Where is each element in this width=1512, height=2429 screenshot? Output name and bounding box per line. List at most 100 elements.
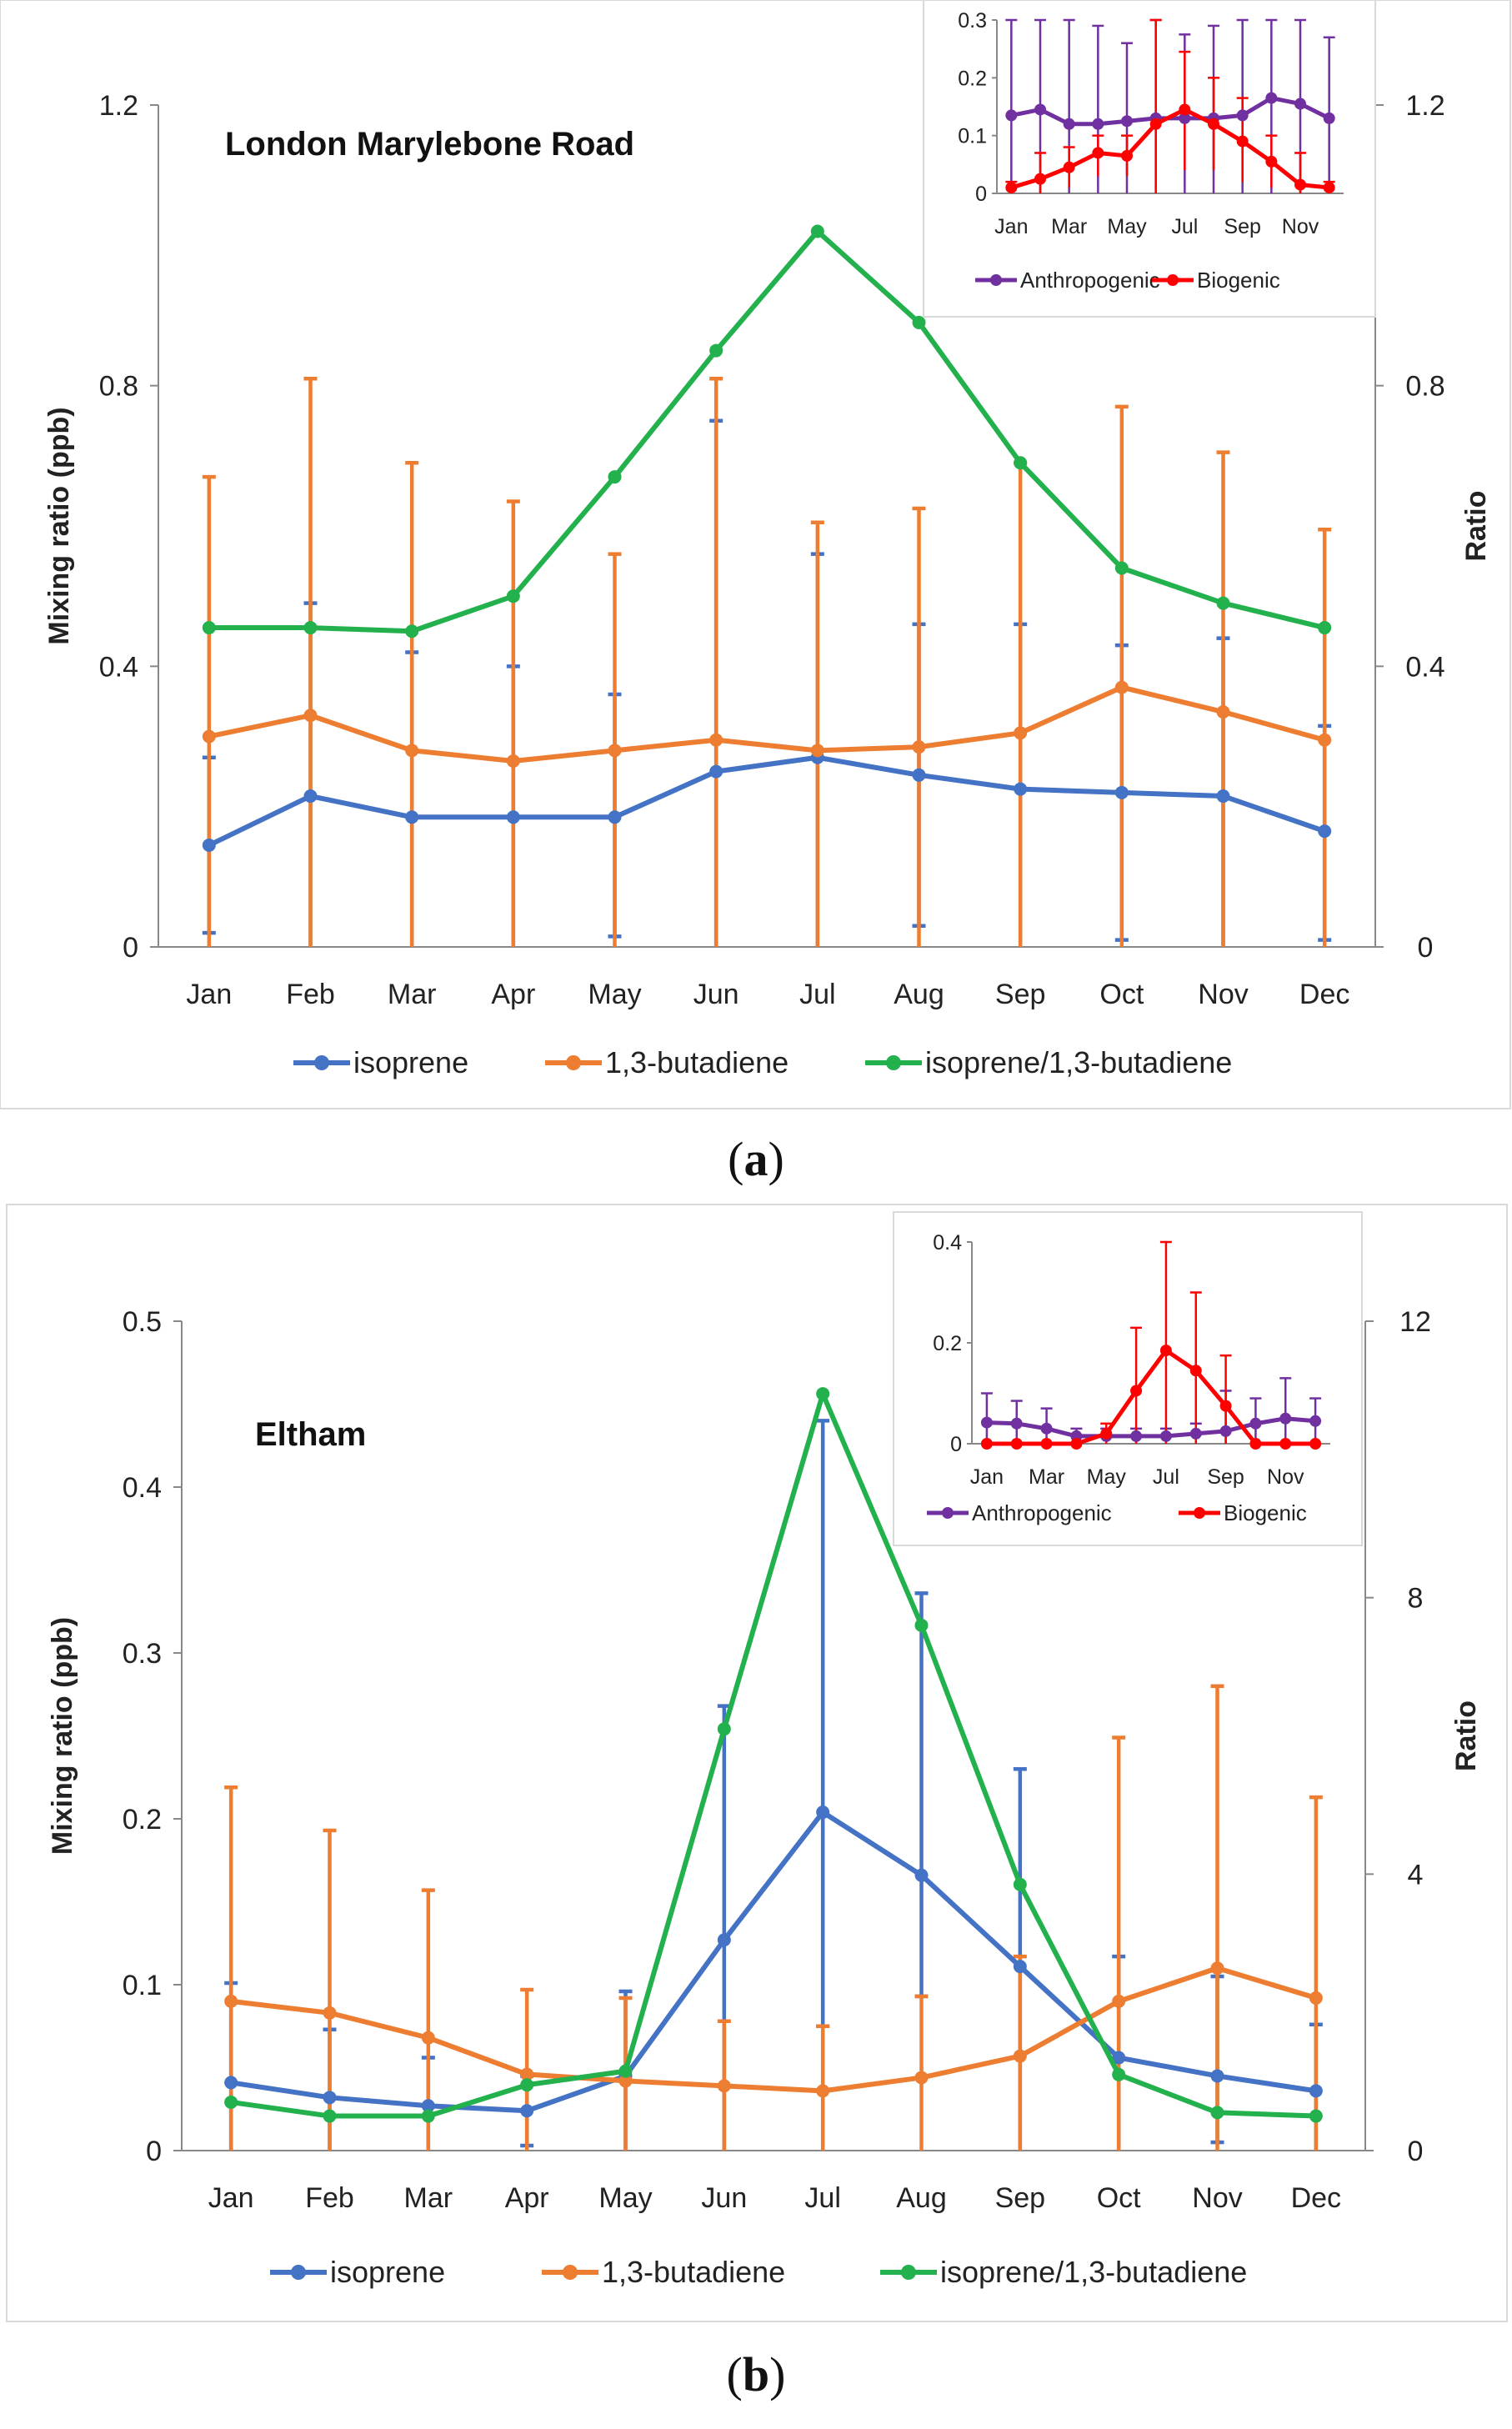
pa-inset-point-biogenic: [1208, 118, 1219, 130]
pb-inset-point-anthropogenic: [1279, 1412, 1292, 1425]
pa-inset-point-anthropogenic: [1236, 109, 1249, 122]
pb-ytick-label: 0: [146, 2136, 162, 2167]
pb-point-isoprene13butadiene: [618, 2064, 633, 2078]
pa-inset-point-anthropogenic: [1265, 92, 1278, 104]
pb-point-13butadiene: [421, 2031, 435, 2045]
pb-xtick-label: Jan: [208, 2182, 254, 2214]
pa-inset-legend-marker: [1167, 274, 1179, 286]
pb-inset-legend-label: Biogenic: [1224, 1500, 1307, 1525]
pb-inset-point-anthropogenic: [1130, 1430, 1143, 1442]
pb-point-isoprene13butadiene: [717, 1722, 731, 1736]
pb-inset-point-anthropogenic: [1219, 1425, 1232, 1437]
pa-point-isoprene: [1216, 789, 1230, 804]
pb-xtick-label: Nov: [1192, 2182, 1242, 2214]
pb-y2tick-label: 12: [1399, 1306, 1431, 1338]
pa-point-13butadiene: [1014, 726, 1028, 740]
pb-series-line-isoprene13butadiene: [230, 1391, 1316, 2119]
pb-y2label: Ratio: [1450, 1700, 1482, 1771]
pa-inset-point-anthropogenic: [1323, 112, 1335, 124]
pa-chart-title: London Marylebone Road: [225, 126, 634, 163]
pa-xtick-label: May: [588, 979, 641, 1010]
pb-xtick-label: Aug: [896, 2182, 947, 2214]
pb-point-isoprene: [1210, 2069, 1224, 2083]
pb-point-13butadiene: [816, 2084, 830, 2098]
pa-point-isoprene13butadiene: [506, 589, 520, 603]
pb-point-isoprene: [1309, 2084, 1323, 2098]
pa-point-13butadiene: [303, 709, 318, 723]
pb-point-isoprene: [914, 1868, 929, 1882]
pa-inset-xtick-label: May: [1107, 215, 1147, 238]
pa-inset-ytick-label: 0.1: [958, 125, 987, 148]
pb-xtick-label: Sep: [995, 2182, 1046, 2214]
pa-point-isoprene13butadiene: [303, 621, 318, 635]
pa-point-isoprene13butadiene: [1114, 561, 1129, 575]
pa-inset-point-biogenic: [1236, 135, 1249, 148]
pb-ytick-label: 0.5: [123, 1306, 162, 1338]
pb-point-isoprene: [520, 2104, 534, 2118]
pa-point-13butadiene: [1318, 733, 1332, 747]
pa-point-isoprene13butadiene: [608, 470, 622, 484]
pa-ytick-label: 0: [123, 932, 138, 964]
pb-point-isoprene13butadiene: [1112, 2067, 1126, 2081]
pb-point-isoprene13butadiene: [816, 1387, 830, 1401]
pb-point-isoprene: [1112, 2051, 1126, 2065]
pa-point-isoprene13butadiene: [709, 343, 723, 358]
pb-inset-point-biogenic: [1219, 1400, 1232, 1412]
pa-y2tick-label: 0.4: [1405, 651, 1444, 683]
pa-point-13butadiene: [506, 754, 520, 768]
pb-inset-point-biogenic: [980, 1438, 993, 1450]
pb-point-isoprene: [421, 2099, 435, 2113]
pb-inset-point-anthropogenic: [1040, 1422, 1053, 1435]
pb-point-isoprene: [323, 2091, 337, 2105]
pa-legend-marker: [886, 1055, 901, 1070]
pa-xtick-label: Oct: [1099, 979, 1144, 1010]
pa-point-isoprene: [202, 838, 216, 852]
pb-inset-xtick-label: Sep: [1207, 1465, 1244, 1489]
pa-inset-point-anthropogenic: [1092, 118, 1104, 130]
pb-inset-ytick-label: 0.4: [933, 1231, 962, 1255]
pa-caption: (a): [728, 1132, 784, 1186]
pb-inset-point-biogenic: [1010, 1438, 1023, 1450]
pa-y2tick-label: 0: [1418, 932, 1434, 964]
pb-inset-legend-label: Anthropogenic: [972, 1500, 1112, 1525]
pb-point-13butadiene: [1210, 1961, 1224, 1976]
pa-y2tick-label: 0.8: [1405, 371, 1444, 403]
pb-inset-point-anthropogenic: [1189, 1427, 1202, 1440]
pa-inset-point-biogenic: [1034, 173, 1046, 185]
pa-point-isoprene: [303, 789, 318, 804]
pa-inset-point-biogenic: [1294, 178, 1306, 191]
pa-inset-point-biogenic: [1323, 182, 1335, 194]
pb-inset-legend-marker: [942, 1507, 954, 1519]
pb-inset-point-biogenic: [1189, 1365, 1202, 1377]
pa-inset-point-biogenic: [1179, 103, 1191, 116]
pa-point-isoprene13butadiene: [405, 624, 419, 639]
pb-point-13butadiene: [914, 2071, 929, 2085]
pa-point-isoprene: [608, 810, 622, 824]
pa-xtick-label: Mar: [388, 979, 437, 1010]
pa-xtick-label: Jul: [799, 979, 835, 1010]
pa-point-13butadiene: [810, 744, 824, 758]
pa-xtick-label: Sep: [995, 979, 1046, 1010]
pa-y2label: Ratio: [1460, 491, 1492, 562]
pa-inset-point-biogenic: [1121, 149, 1133, 162]
pa-ytick-label: 0.8: [99, 371, 138, 403]
pb-inset-ytick-label: 0.2: [933, 1332, 962, 1355]
pb-point-isoprene13butadiene: [1210, 2106, 1224, 2120]
pb-inset-point-biogenic: [1040, 1438, 1053, 1450]
pb-inset-point-anthropogenic: [980, 1416, 993, 1429]
pa-inset-point-anthropogenic: [1034, 103, 1046, 116]
pb-ytick-label: 0.2: [123, 1804, 162, 1836]
pb-legend-marker: [901, 2265, 916, 2280]
pa-inset-xtick-label: Jul: [1171, 215, 1198, 238]
pb-inset-xtick-label: May: [1087, 1465, 1127, 1489]
pb-legend-marker: [563, 2265, 578, 2280]
pb-inset-point-biogenic: [1249, 1438, 1262, 1450]
chart-panel-b: 0 0.1 0.2 0.3 0.4 0.5 0 4 8 12 Jan Feb Mar Apr May Jun J…: [47, 1211, 1482, 2401]
pb-series-line-isoprene: [230, 1810, 1317, 2114]
pb-point-13butadiene: [1309, 1991, 1323, 2005]
pb-ytick-label: 0.4: [123, 1472, 162, 1504]
pa-inset-xtick-label: Mar: [1051, 215, 1087, 238]
pa-point-isoprene: [1014, 782, 1028, 796]
pb-inset-point-biogenic: [1159, 1345, 1172, 1357]
